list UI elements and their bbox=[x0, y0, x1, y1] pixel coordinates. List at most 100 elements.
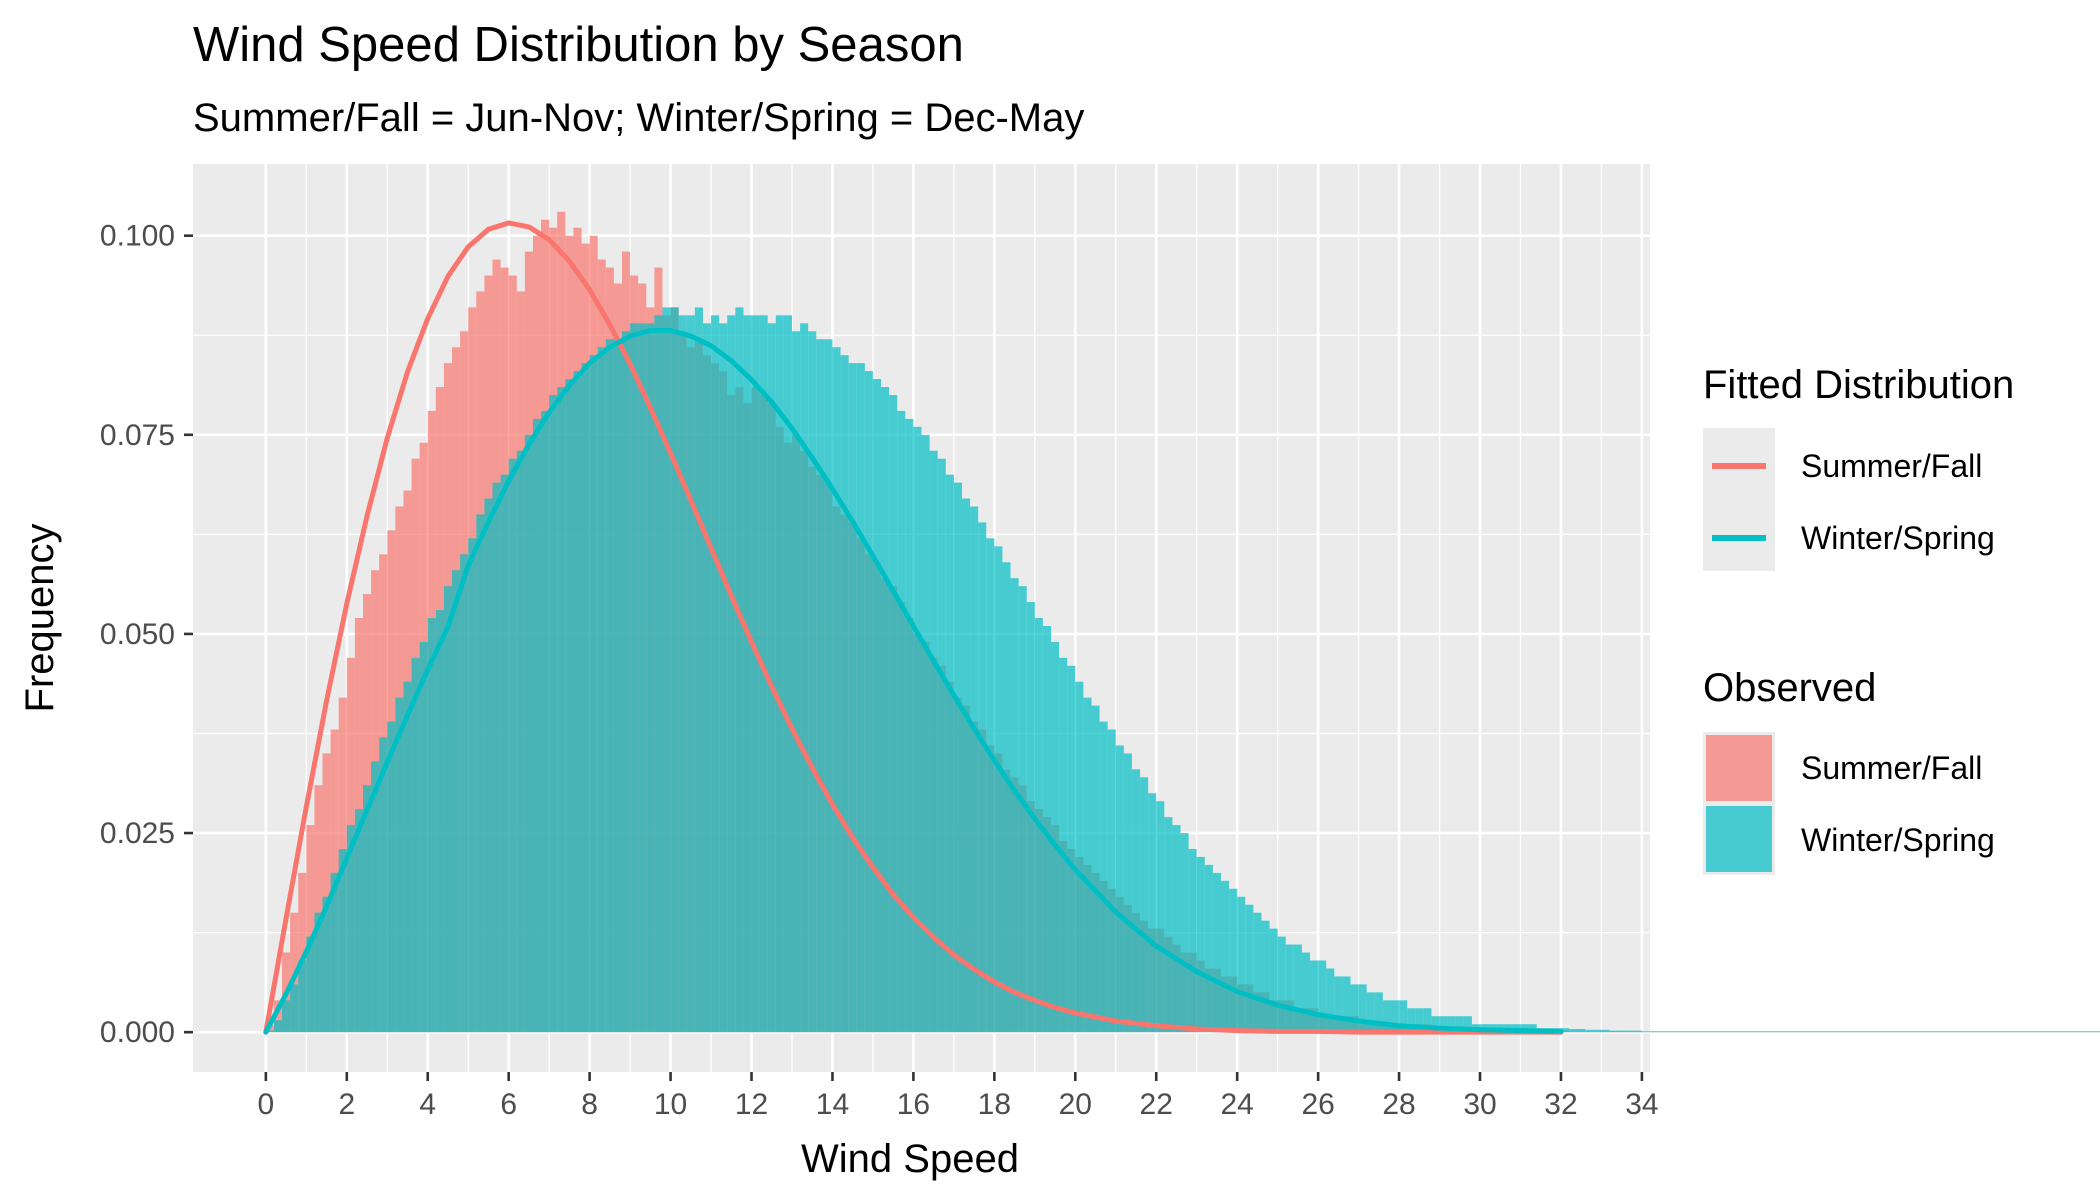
histogram-bar bbox=[1771, 1031, 1780, 1033]
histogram-bar bbox=[1423, 1008, 1432, 1033]
histogram-bar bbox=[403, 681, 412, 1033]
histogram-bar bbox=[508, 458, 517, 1033]
histogram-bar bbox=[743, 315, 752, 1033]
histogram-bar bbox=[2022, 1031, 2031, 1033]
histogram-bar bbox=[1933, 1031, 1942, 1033]
x-tick-label: 14 bbox=[816, 1088, 849, 1121]
histogram-bar bbox=[1714, 1031, 1723, 1033]
histogram-bar bbox=[1310, 960, 1319, 1033]
histogram-bar bbox=[1172, 825, 1181, 1033]
histogram-bar bbox=[1957, 1031, 1966, 1033]
histogram-bar bbox=[1051, 641, 1060, 1033]
legend-key-background-fitted bbox=[1703, 428, 1775, 571]
legend-label-observed-winter-spring: Winter/Spring bbox=[1801, 822, 1995, 858]
x-axis: 0 2 4 6 8 10 12 14 16 18 20 22 24 26 28 30 32 34 bbox=[258, 1072, 1659, 1121]
histogram-bar bbox=[605, 339, 614, 1033]
histogram-bar bbox=[1123, 753, 1132, 1033]
y-tick-label: 0.050 bbox=[100, 618, 175, 651]
histogram-bar bbox=[970, 506, 979, 1033]
histogram-bar bbox=[435, 610, 444, 1033]
histogram-bar bbox=[1819, 1031, 1829, 1033]
histogram-bar bbox=[1868, 1031, 1877, 1033]
histogram-bar bbox=[1860, 1031, 1869, 1033]
histogram-bar bbox=[1285, 944, 1294, 1033]
histogram-bar bbox=[1779, 1031, 1788, 1033]
histogram-bar bbox=[1949, 1031, 1958, 1033]
histogram-bar bbox=[1366, 992, 1375, 1033]
histogram-bar bbox=[646, 323, 655, 1033]
histogram-bar bbox=[589, 355, 598, 1033]
histogram-bar bbox=[945, 474, 954, 1033]
histogram-bar bbox=[322, 753, 331, 1033]
histogram-bar bbox=[273, 1000, 283, 1033]
histogram-bar bbox=[913, 426, 922, 1033]
histogram-bar bbox=[354, 809, 363, 1033]
histogram-bar bbox=[273, 1020, 283, 1033]
histogram-bar bbox=[1650, 1031, 1659, 1033]
histogram-bar bbox=[670, 307, 679, 1033]
histogram-bar bbox=[1196, 856, 1205, 1033]
y-axis-title: Frequency bbox=[18, 524, 62, 713]
histogram-bar bbox=[1884, 1031, 1893, 1033]
histogram-bar bbox=[767, 323, 776, 1033]
histogram-bar bbox=[694, 307, 703, 1033]
histogram-bar bbox=[791, 331, 801, 1033]
histogram-bar bbox=[1115, 745, 1124, 1033]
histogram-bar bbox=[1917, 1031, 1926, 1033]
histogram-bar bbox=[1099, 721, 1108, 1033]
histogram-bar bbox=[541, 410, 550, 1033]
histogram-bar bbox=[1334, 976, 1343, 1033]
x-tick-label: 24 bbox=[1220, 1088, 1253, 1121]
histogram-bar bbox=[1981, 1031, 1990, 1033]
histogram-bar bbox=[1010, 578, 1019, 1033]
histogram-bar bbox=[419, 641, 428, 1033]
histogram-bar bbox=[832, 347, 841, 1033]
histogram-bar bbox=[395, 697, 404, 1033]
histogram-bar bbox=[411, 657, 420, 1033]
histogram-bar bbox=[1447, 1016, 1456, 1033]
histogram-bar bbox=[1795, 1031, 1804, 1033]
histogram-bar bbox=[1528, 1024, 1537, 1033]
histogram-bar bbox=[443, 586, 453, 1033]
legend-key-fill-winter-spring bbox=[1706, 806, 1772, 872]
histogram-bar bbox=[532, 418, 542, 1033]
histogram-bar bbox=[1399, 1000, 1408, 1033]
histogram-bar bbox=[484, 498, 493, 1033]
histogram-bar bbox=[686, 315, 695, 1033]
histogram-bar bbox=[1698, 1031, 1707, 1033]
histogram-bar bbox=[573, 371, 582, 1033]
histogram-bar bbox=[565, 379, 574, 1033]
histogram-bar bbox=[549, 394, 558, 1033]
legend-title-observed: Observed bbox=[1703, 666, 1876, 710]
chart-title: Wind Speed Distribution by Season bbox=[193, 18, 964, 72]
histogram-bar bbox=[816, 339, 825, 1033]
histogram-bar bbox=[921, 434, 930, 1033]
histogram-bar bbox=[290, 984, 299, 1033]
histogram-bar bbox=[1293, 944, 1302, 1033]
x-tick-label: 12 bbox=[735, 1088, 768, 1121]
histogram-bar bbox=[630, 323, 639, 1033]
histogram-bar bbox=[371, 761, 380, 1033]
histogram-bar bbox=[1067, 665, 1076, 1033]
histogram-bar bbox=[298, 960, 307, 1033]
histogram-bars bbox=[265, 211, 2100, 1033]
histogram-bar bbox=[1593, 1029, 1602, 1033]
histogram-bar bbox=[346, 825, 355, 1033]
histogram-bar bbox=[265, 1030, 274, 1033]
histogram-bar bbox=[2046, 1031, 2055, 1033]
histogram-bar bbox=[856, 363, 865, 1033]
histogram-bar bbox=[1601, 1029, 1610, 1033]
histogram-bar bbox=[1811, 1031, 1820, 1033]
y-tick-label: 0.000 bbox=[100, 1016, 175, 1049]
histogram-bar bbox=[1253, 912, 1262, 1033]
histogram-bar bbox=[581, 363, 590, 1033]
histogram-bar bbox=[1892, 1031, 1901, 1033]
histogram-bar bbox=[727, 315, 736, 1033]
histogram-bar bbox=[1301, 952, 1311, 1033]
histogram-bar bbox=[2087, 1031, 2096, 1033]
histogram-bar bbox=[1342, 976, 1351, 1033]
x-tick-label: 34 bbox=[1625, 1088, 1658, 1121]
histogram-bar bbox=[824, 339, 833, 1033]
histogram-bar bbox=[1075, 681, 1084, 1033]
